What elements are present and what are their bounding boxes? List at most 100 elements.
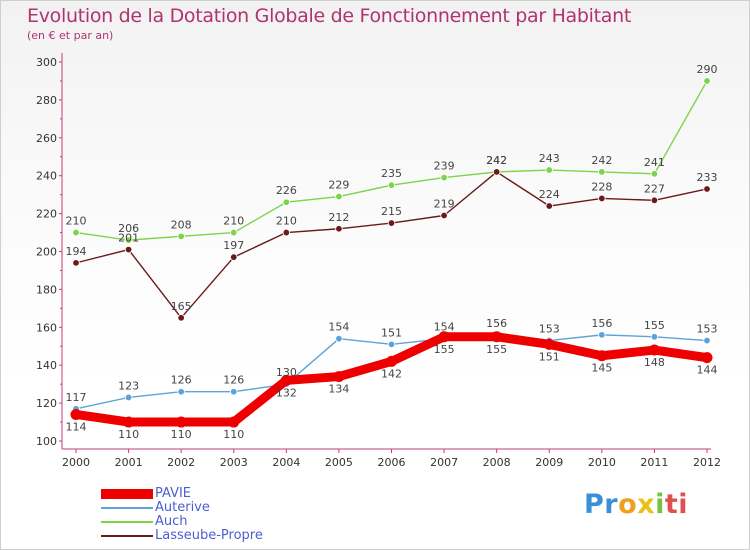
x-tick-label-2004: 2004 xyxy=(272,456,300,469)
data-label-auch-2001: 206 xyxy=(118,222,139,235)
y-tick-label-140: 140 xyxy=(36,359,57,372)
data-label-lasseube-propre-2012: 233 xyxy=(697,171,718,184)
legend-label-pavie: PAVIE xyxy=(155,486,192,501)
point-auch-2012 xyxy=(703,77,711,85)
point-auterive-2011 xyxy=(650,333,659,341)
x-tick-label-2007: 2007 xyxy=(430,456,458,469)
data-label-lasseube-propre-2010: 228 xyxy=(591,180,612,193)
x-tick-label-2008: 2008 xyxy=(483,456,511,469)
data-label-auterive-2009: 153 xyxy=(539,323,560,336)
data-label-lasseube-propre-2001: 201 xyxy=(118,232,139,245)
data-label-lasseube-propre-2004: 210 xyxy=(276,215,297,228)
data-label-auterive-2005: 154 xyxy=(328,321,349,334)
data-label-auterive-2004: 130 xyxy=(276,366,297,379)
x-tick-label-2005: 2005 xyxy=(325,456,353,469)
point-auch-2005 xyxy=(335,192,343,201)
data-label-pavie-2006: 142 xyxy=(381,367,402,380)
point-auterive-2006 xyxy=(387,340,396,349)
y-tick-label-280: 280 xyxy=(36,94,57,107)
point-auterive-2012 xyxy=(703,336,711,345)
y-tick-label-120: 120 xyxy=(36,397,57,410)
y-tick-label-100: 100 xyxy=(36,435,57,448)
data-label-lasseube-propre-2009: 224 xyxy=(539,188,560,201)
point-auch-2004 xyxy=(282,198,291,206)
point-lasseube-propre-2007 xyxy=(440,211,448,220)
x-tick-label-2006: 2006 xyxy=(378,456,406,469)
data-label-pavie-2004: 132 xyxy=(276,386,297,399)
y-tick-label-220: 220 xyxy=(36,208,57,221)
y-tick-label-260: 260 xyxy=(36,132,57,145)
point-pavie-2005 xyxy=(333,371,345,383)
point-auch-2010 xyxy=(598,168,606,176)
point-lasseube-propre-2006 xyxy=(387,219,396,227)
y-tick-label-240: 240 xyxy=(36,170,57,183)
point-auch-2003 xyxy=(230,228,238,237)
data-label-auterive-2007: 154 xyxy=(434,321,455,334)
point-auterive-2005 xyxy=(335,334,343,343)
point-lasseube-propre-2004 xyxy=(282,228,291,237)
chart-subtitle: (en € et par an) xyxy=(27,29,114,42)
point-pavie-2012 xyxy=(701,352,713,364)
legend-label-lasseube-propre: Lasseube-Propre xyxy=(155,528,263,543)
point-lasseube-propre-2003 xyxy=(230,253,238,261)
point-lasseube-propre-2008 xyxy=(492,168,501,176)
point-auch-2007 xyxy=(440,173,448,182)
legend-swatch-pavie xyxy=(101,487,153,501)
point-auch-2006 xyxy=(387,181,396,189)
point-lasseube-propre-2001 xyxy=(124,245,133,254)
data-label-auch-2008: 242 xyxy=(486,154,507,167)
data-label-auch-2002: 208 xyxy=(171,218,192,231)
y-tick-label-160: 160 xyxy=(36,321,57,334)
data-label-pavie-2010: 145 xyxy=(591,362,612,375)
data-label-lasseube-propre-2011: 227 xyxy=(644,182,665,195)
x-tick-label-2010: 2010 xyxy=(588,456,616,469)
point-pavie-2006 xyxy=(386,355,397,367)
point-auterive-2010 xyxy=(598,331,606,339)
legend-swatch-auch xyxy=(101,515,153,529)
data-label-pavie-2012: 144 xyxy=(697,364,718,377)
point-lasseube-propre-2009 xyxy=(545,202,553,210)
point-pavie-2011 xyxy=(648,344,660,356)
data-label-auch-2003: 210 xyxy=(223,215,244,228)
point-lasseube-propre-2010 xyxy=(598,194,606,203)
point-pavie-2004 xyxy=(280,374,292,386)
point-auch-2000 xyxy=(72,228,80,237)
point-lasseube-propre-2000 xyxy=(72,259,80,267)
x-tick-label-2011: 2011 xyxy=(640,456,668,469)
data-label-auch-2010: 242 xyxy=(591,154,612,167)
point-auch-2001 xyxy=(124,236,133,244)
data-label-pavie-2011: 148 xyxy=(644,356,665,369)
data-label-auterive-2001: 123 xyxy=(118,379,139,392)
y-tick-label-200: 200 xyxy=(36,246,57,259)
point-pavie-2000 xyxy=(70,408,82,420)
data-label-auch-2007: 239 xyxy=(434,160,455,173)
chart-title: Evolution de la Dotation Globale de Fonc… xyxy=(27,5,632,27)
data-label-auch-2009: 243 xyxy=(539,152,560,165)
data-label-lasseube-propre-2000: 194 xyxy=(66,245,87,258)
data-label-auterive-2000: 117 xyxy=(66,391,87,404)
series-line-lasseube-propre xyxy=(75,171,708,319)
data-label-auterive-2012: 153 xyxy=(697,323,718,336)
data-label-pavie-2005: 134 xyxy=(328,383,349,396)
data-label-lasseube-propre-2007: 219 xyxy=(434,197,455,210)
x-tick-label-2001: 2001 xyxy=(115,456,143,469)
point-auch-2009 xyxy=(545,166,553,174)
data-label-auch-2006: 235 xyxy=(381,167,402,180)
y-tick-label-300: 300 xyxy=(36,56,57,69)
data-label-pavie-2000: 114 xyxy=(66,420,87,433)
x-tick-label-2012: 2012 xyxy=(693,456,721,469)
data-label-auterive-2011: 155 xyxy=(644,319,665,332)
x-tick-label-2009: 2009 xyxy=(535,456,563,469)
data-label-lasseube-propre-2002: 165 xyxy=(171,300,192,313)
data-label-auterive-2008: 156 xyxy=(486,317,507,330)
data-label-pavie-2002: 110 xyxy=(171,428,192,441)
data-label-pavie-2008: 155 xyxy=(486,343,507,356)
x-tick-label-2002: 2002 xyxy=(167,456,195,469)
data-label-lasseube-propre-2006: 215 xyxy=(381,205,402,218)
data-label-pavie-2007: 155 xyxy=(434,343,455,356)
point-pavie-2003 xyxy=(228,416,240,428)
point-pavie-2001 xyxy=(123,416,135,428)
point-auch-2011 xyxy=(650,170,659,178)
